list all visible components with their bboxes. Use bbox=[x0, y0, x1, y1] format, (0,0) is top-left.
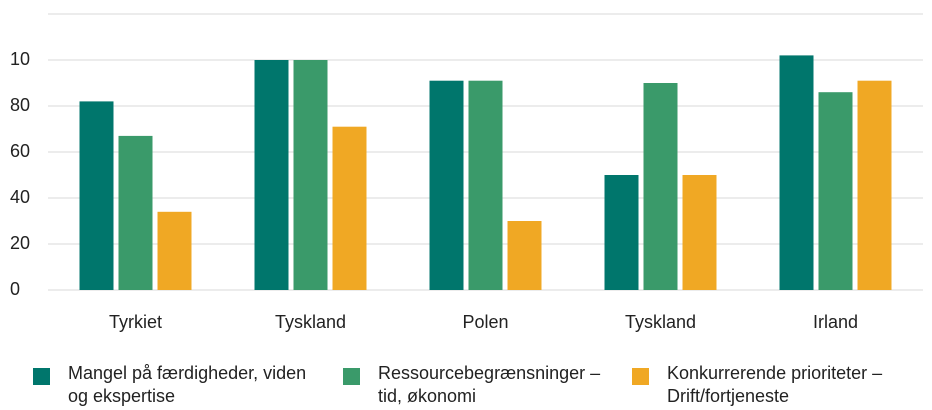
bar bbox=[79, 101, 114, 291]
bar bbox=[254, 60, 289, 290]
bar bbox=[643, 83, 678, 290]
y-tick-label: 40 bbox=[10, 187, 30, 207]
legend-swatch bbox=[33, 368, 50, 385]
bar bbox=[818, 92, 853, 290]
bar bbox=[157, 211, 192, 290]
legend-label: Mangel på færdigheder, viden og eksperti… bbox=[68, 363, 307, 406]
y-tick-label: 0 bbox=[10, 279, 20, 299]
legend-label: Konkurrerende prioriteter – Drift/fortje… bbox=[667, 363, 883, 406]
legend-item: Mangel på færdigheder, viden og eksperti… bbox=[33, 362, 318, 408]
bar bbox=[682, 175, 717, 290]
bar bbox=[779, 55, 814, 291]
legend: Mangel på færdigheder, viden og eksperti… bbox=[0, 362, 932, 410]
x-tick-label: Irland bbox=[813, 312, 858, 332]
bar bbox=[507, 221, 542, 290]
legend-label: Ressourcebegrænsninger – tid, økonomi bbox=[378, 363, 601, 406]
legend-item: Konkurrerende prioriteter – Drift/fortje… bbox=[632, 362, 932, 408]
bar bbox=[468, 80, 503, 290]
bar bbox=[293, 60, 328, 290]
x-tick-label: Polen bbox=[462, 312, 508, 332]
x-tick-label: Tyskland bbox=[625, 312, 696, 332]
bar bbox=[604, 175, 639, 290]
bar bbox=[429, 80, 464, 290]
x-tick-label: Tyskland bbox=[275, 312, 346, 332]
legend-item: Ressourcebegrænsninger – tid, økonomi bbox=[343, 362, 608, 408]
y-tick-label: 60 bbox=[10, 141, 30, 161]
chart: 0 20 40 60 80 10 Tyrkiet Tyskland Polen Tyskland I… bbox=[10, 13, 923, 332]
x-tick-label: Tyrkiet bbox=[109, 312, 162, 332]
bar bbox=[857, 80, 892, 290]
legend-swatch bbox=[632, 368, 649, 385]
y-tick-label: 80 bbox=[10, 95, 30, 115]
y-tick-label: 10 bbox=[10, 49, 30, 69]
bar bbox=[118, 135, 153, 290]
bar bbox=[332, 126, 367, 290]
legend-swatch bbox=[343, 368, 360, 385]
y-tick-label: 20 bbox=[10, 233, 30, 253]
